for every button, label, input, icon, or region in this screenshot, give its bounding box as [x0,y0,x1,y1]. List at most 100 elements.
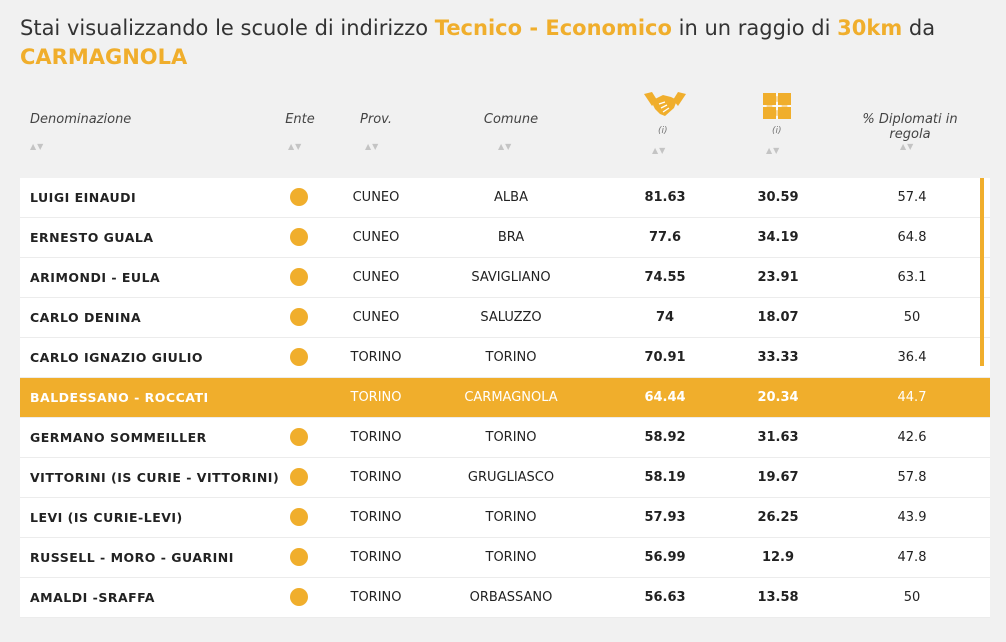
col-diplomati[interactable]: % Diplomati in regola [862,112,958,142]
school-name: BALDESSANO - ROCCATI [30,390,209,405]
school-value-1: 56.99 [644,550,686,565]
school-value-1: 58.92 [644,430,686,445]
table-row[interactable]: ERNESTO GUALA CUNEO BRA 77.6 34.19 64.8 [20,218,990,258]
title-indirizzo: Tecnico - Economico [434,16,672,40]
page-title: Stai visualizzando le scuole di indirizz… [20,14,980,72]
school-comune: BRA [497,230,525,245]
col-denominazione[interactable]: Denominazione [30,112,132,127]
school-comune: GRUGLIASCO [467,470,555,485]
table-row[interactable]: BALDESSANO - ROCCATI TORINO CARMAGNOLA 64.4… [20,378,990,418]
schools-table: LUIGI EINAUDI CUNEO ALBA 81.63 30.59 57.4 ERNE… [20,178,990,618]
title-citta: CARMAGNOLA [20,45,188,69]
school-prov: TORINO [350,550,402,565]
school-prov: TORINO [350,430,402,445]
dot-icon [290,428,308,446]
sort-col6-icon[interactable]: ▲▼ [766,146,781,155]
ente-cell [290,418,310,457]
dot-icon [290,468,308,486]
school-value-1: 57.93 [644,510,686,525]
table-row[interactable]: GERMANO SOMMEILLER TORINO TORINO 58.92 31.63… [20,418,990,458]
ente-cell [290,458,310,497]
school-value-2: 13.58 [757,590,799,605]
school-prov: CUNEO [352,270,400,285]
school-name: ARIMONDI - EULA [30,270,161,285]
school-value-1: 74 [655,310,675,325]
school-prov: TORINO [350,350,402,365]
info-icon-1[interactable]: (i) [658,126,668,136]
school-diplomati: 47.8 [897,550,927,565]
dot-icon [290,308,308,326]
school-diplomati: 57.4 [897,190,927,205]
school-comune: TORINO [485,350,537,365]
handshake-icon-svg [644,92,686,116]
sort-diplomati-icon[interactable]: ▲▼ [900,142,915,151]
title-suffix: da [908,16,936,40]
school-comune: TORINO [485,430,537,445]
table-row[interactable]: AMALDI -SRAFFA TORINO ORBASSANO 56.63 13.58 5… [20,578,990,618]
puzzle-icon-svg [763,93,791,119]
school-comune: TORINO [485,550,537,565]
school-value-1: 77.6 [648,230,682,245]
school-diplomati: 64.8 [897,230,927,245]
school-value-2: 19.67 [757,470,799,485]
school-value-2: 34.19 [757,230,799,245]
school-prov: CUNEO [352,310,400,325]
ente-cell [290,298,310,337]
school-diplomati: 42.6 [897,430,927,445]
school-value-2: 23.91 [757,270,799,285]
dot-icon [290,508,308,526]
school-value-2: 33.33 [757,350,799,365]
title-prefix: Stai visualizzando le scuole di indirizz… [20,16,429,40]
table-row[interactable]: VITTORINI (IS CURIE - VITTORINI) TORINO GR… [20,458,990,498]
dot-icon [290,348,308,366]
info-icon-2[interactable]: (i) [772,126,782,136]
scrollbar[interactable] [980,178,984,366]
school-name: AMALDI -SRAFFA [30,590,155,605]
sort-denominazione-icon[interactable]: ▲▼ [30,142,45,151]
school-prov: TORINO [350,510,402,525]
school-comune: CARMAGNOLA [464,390,558,405]
col-comune[interactable]: Comune [483,112,539,127]
col-prov[interactable]: Prov. [360,112,392,127]
school-value-1: 58.19 [644,470,686,485]
sort-col5-icon[interactable]: ▲▼ [652,146,667,155]
school-prov: TORINO [350,470,402,485]
dot-icon [290,268,308,286]
dot-icon [290,228,308,246]
dot-icon [290,548,308,566]
sort-comune-icon[interactable]: ▲▼ [498,142,513,151]
ente-cell [290,498,310,537]
ente-cell [290,218,310,257]
sort-ente-icon[interactable]: ▲▼ [288,142,303,151]
school-name: RUSSELL - MORO - GUARINI [30,550,234,565]
school-value-1: 74.55 [644,270,686,285]
title-raggio: 30km [837,16,903,40]
table-row[interactable]: LUIGI EINAUDI CUNEO ALBA 81.63 30.59 57.4 [20,178,990,218]
table-row[interactable]: RUSSELL - MORO - GUARINI TORINO TORINO 56.9… [20,538,990,578]
school-value-1: 81.63 [644,190,686,205]
ente-cell [290,338,310,377]
school-value-1: 56.63 [644,590,686,605]
table-row[interactable]: ARIMONDI - EULA CUNEO SAVIGLIANO 74.55 23.91… [20,258,990,298]
school-name: VITTORINI (IS CURIE - VITTORINI) [30,470,280,485]
school-comune: SAVIGLIANO [471,270,551,285]
table-row[interactable]: CARLO IGNAZIO GIULIO TORINO TORINO 70.91 33.… [20,338,990,378]
school-diplomati: 50 [903,590,921,605]
col-ente[interactable]: Ente [285,112,315,127]
school-name: LUIGI EINAUDI [30,190,137,205]
puzzle-icon[interactable] [758,90,798,126]
sort-prov-icon[interactable]: ▲▼ [365,142,380,151]
table-row[interactable]: LEVI (IS CURIE-LEVI) TORINO TORINO 57.93 26.… [20,498,990,538]
school-value-2: 30.59 [757,190,799,205]
ente-cell [290,538,310,577]
school-prov: TORINO [350,390,402,405]
school-prov: CUNEO [352,190,400,205]
school-value-1: 70.91 [644,350,686,365]
school-diplomati: 43.9 [897,510,927,525]
school-name: LEVI (IS CURIE-LEVI) [30,510,183,525]
school-name: CARLO IGNAZIO GIULIO [30,350,204,365]
school-diplomati: 36.4 [897,350,927,365]
school-name: CARLO DENINA [30,310,142,325]
handshake-icon[interactable] [640,90,690,124]
table-row[interactable]: CARLO DENINA CUNEO SALUZZO 74 18.07 50 [20,298,990,338]
